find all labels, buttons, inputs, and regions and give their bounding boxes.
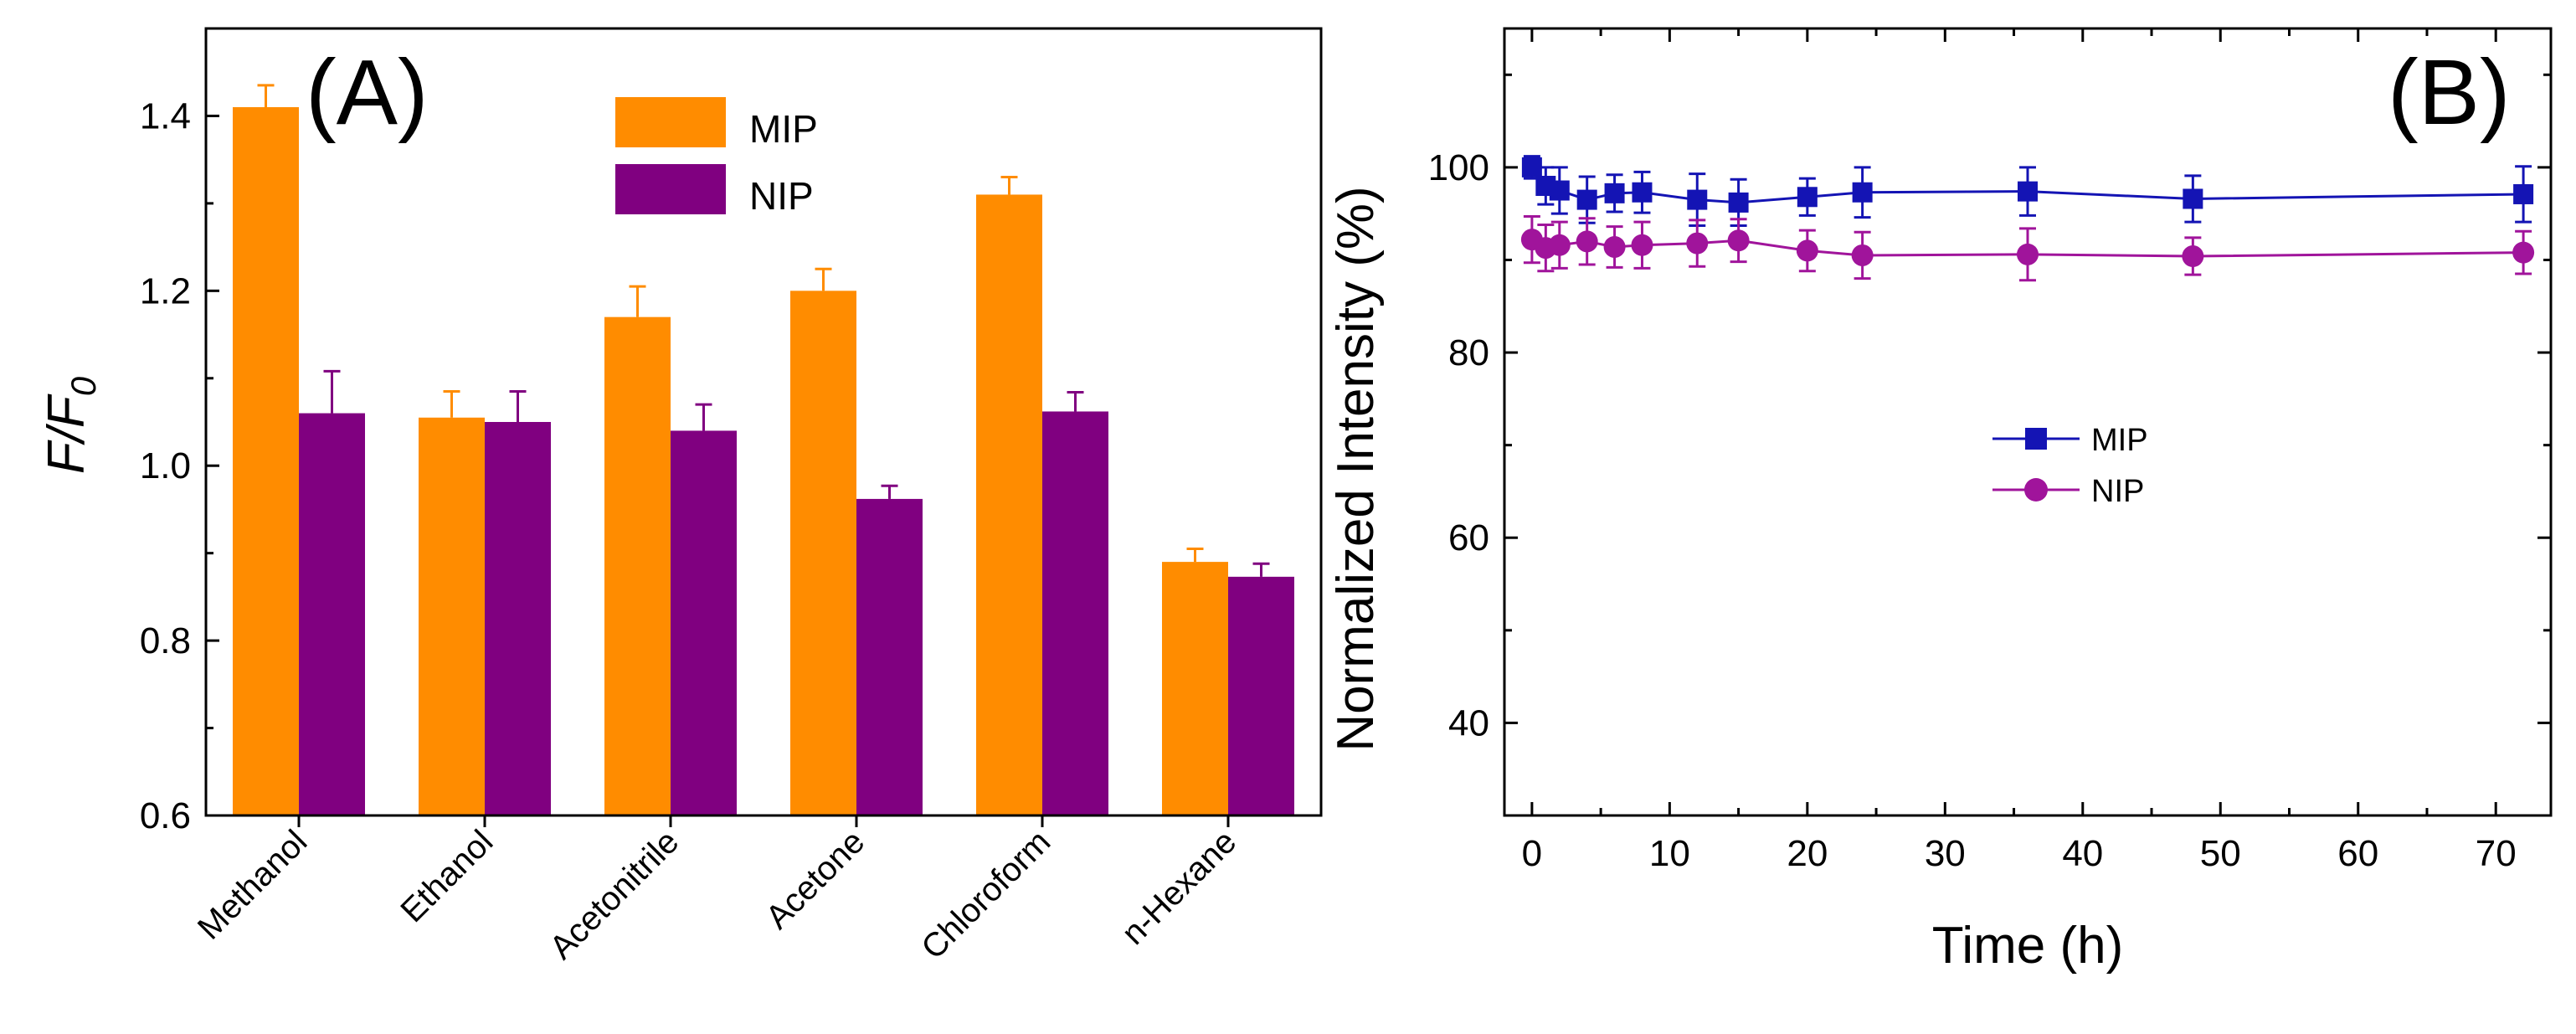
panel-a-bars — [233, 107, 1294, 816]
data-point-mip — [2513, 183, 2534, 204]
data-point-mip — [1852, 182, 1873, 203]
y-title-subscript: 0 — [64, 376, 103, 396]
category-label-chloroform: Chloroform — [914, 823, 1057, 966]
panel-b-x-ticks: 0 10 20 30 40 50 60 70 — [1522, 28, 2517, 874]
data-point-nip — [2182, 245, 2204, 268]
y-tick-label-b: 100 — [1428, 147, 1489, 188]
x-tick-label-b: 30 — [1925, 833, 1966, 874]
y-tick-label-b: 40 — [1448, 702, 1489, 743]
legend-label-mip-b: MIP — [2091, 423, 2148, 458]
x-tick-label-b: 10 — [1649, 833, 1690, 874]
data-point-mip — [1604, 183, 1625, 203]
data-point-nip — [2017, 243, 2039, 265]
data-point-mip — [1632, 182, 1653, 203]
panel-a-label: (A) — [306, 41, 429, 144]
panel-b-legend: MIP NIP — [1992, 423, 2148, 509]
category-label-methanol: Methanol — [191, 823, 314, 946]
x-tick-label-b: 70 — [2476, 833, 2517, 874]
data-point-mip — [1687, 189, 1708, 210]
panel-b-line-chart: 40 60 80 100 0 10 20 30 40 50 60 70 (B) MIP NIP No… — [1327, 27, 2553, 975]
panel-b-series — [1520, 155, 2535, 282]
bar-nip-acetonitrile — [671, 430, 737, 815]
bar-mip-acetone — [790, 291, 856, 815]
y-tick-label-b: 80 — [1448, 332, 1489, 373]
data-point-nip — [1576, 230, 1598, 253]
bar-mip-acetonitrile — [604, 316, 671, 816]
panel-b-x-axis-title: Time (h) — [1932, 917, 2123, 975]
data-point-nip — [1796, 239, 1818, 262]
panel-b-y-ticks: 40 60 80 100 — [1428, 73, 2551, 817]
panel-a-plot-frame — [204, 27, 1323, 817]
bar-mip-methanol — [233, 107, 299, 815]
panel-a-error-bars — [257, 84, 1270, 577]
panel-a-x-ticks: Methanol Ethanol Acetonitrile Acetone Chloro… — [191, 815, 1243, 966]
bar-nip-acetone — [856, 498, 923, 815]
panel-b-plot-frame — [1503, 27, 2553, 817]
legend-swatch-nip — [615, 164, 726, 214]
bar-nip-chloroform — [1042, 411, 1108, 815]
data-point-nip — [1851, 244, 1874, 266]
data-point-mip — [1576, 189, 1597, 210]
legend-label-nip: NIP — [749, 174, 814, 218]
legend-marker-nip — [2024, 478, 2048, 502]
legend-swatch-mip — [615, 97, 726, 147]
data-point-nip — [1631, 234, 1653, 256]
category-label-acetonitrile: Acetonitrile — [542, 823, 686, 966]
category-label-n-hexane: n-Hexane — [1115, 823, 1244, 952]
panel-b-y-axis-title: Normalized Intensity (%) — [1327, 186, 1385, 751]
panel-a-y-ticks: 0.6 0.8 1.0 1.2 1.4 — [140, 95, 219, 836]
panel-a-bar-chart: 0.6 0.8 1.0 1.2 1.4 Methanol Ethanol Acetonitr… — [38, 27, 1323, 966]
bar-nip-n-hexane — [1228, 576, 1294, 815]
legend-marker-mip — [2025, 428, 2047, 450]
y-tick-label-a: 1.0 — [140, 445, 191, 486]
data-point-mip — [1549, 180, 1570, 201]
data-point-nip — [1727, 229, 1750, 252]
data-point-nip — [1603, 235, 1626, 258]
category-label-acetone: Acetone — [758, 823, 872, 936]
data-point-nip — [2512, 241, 2535, 264]
panel-a-y-axis-title: F/F0 — [38, 376, 103, 474]
bar-nip-methanol — [299, 413, 365, 815]
bar-mip-n-hexane — [1162, 562, 1228, 815]
panel-a-legend: MIP NIP — [615, 97, 818, 218]
bar-nip-ethanol — [485, 422, 551, 815]
legend-label-mip: MIP — [749, 107, 818, 151]
x-tick-label-b: 40 — [2062, 833, 2103, 874]
y-tick-label-b: 60 — [1448, 517, 1489, 558]
y-tick-label-a: 0.8 — [140, 620, 191, 661]
x-tick-label-b: 20 — [1787, 833, 1828, 874]
data-point-nip — [1686, 232, 1709, 255]
x-tick-label-b: 50 — [2200, 833, 2241, 874]
legend-label-nip-b: NIP — [2091, 474, 2144, 509]
bar-mip-chloroform — [976, 194, 1042, 815]
y-title-main: F/F — [38, 394, 95, 474]
bar-mip-ethanol — [419, 417, 485, 815]
data-point-nip — [1548, 234, 1571, 256]
category-label-ethanol: Ethanol — [393, 823, 500, 929]
data-point-mip — [2183, 188, 2203, 209]
x-tick-label-b: 0 — [1522, 833, 1542, 874]
y-tick-label-a: 1.4 — [140, 95, 191, 136]
panel-b-label: (B) — [2388, 41, 2511, 144]
data-point-mip — [1728, 192, 1749, 213]
data-point-mip — [2018, 181, 2038, 202]
y-tick-label-a: 0.6 — [140, 795, 191, 836]
y-tick-label-a: 1.2 — [140, 270, 191, 311]
data-point-mip — [1797, 187, 1818, 208]
x-tick-label-b: 60 — [2337, 833, 2378, 874]
